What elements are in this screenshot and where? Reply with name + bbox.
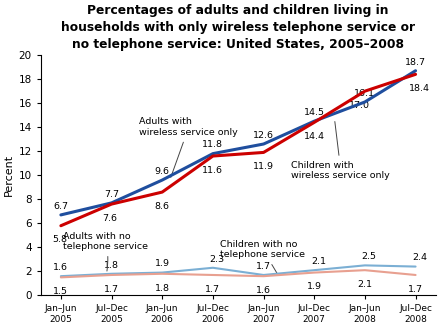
Title: Percentages of adults and children living in
households with only wireless telep: Percentages of adults and children livin… xyxy=(61,4,415,51)
Text: 7.7: 7.7 xyxy=(104,190,119,199)
Y-axis label: Percent: Percent xyxy=(4,154,14,196)
Text: 2.1: 2.1 xyxy=(357,280,372,289)
Text: 7.6: 7.6 xyxy=(103,214,117,223)
Text: 2.4: 2.4 xyxy=(412,254,427,262)
Text: 2.3: 2.3 xyxy=(209,255,224,264)
Text: 1.9: 1.9 xyxy=(307,282,322,291)
Text: 11.6: 11.6 xyxy=(202,166,224,175)
Text: 14.5: 14.5 xyxy=(304,108,325,117)
Text: 14.4: 14.4 xyxy=(304,132,325,141)
Text: 1.9: 1.9 xyxy=(155,259,170,268)
Text: 5.8: 5.8 xyxy=(52,236,67,244)
Text: Adults with no
telephone service: Adults with no telephone service xyxy=(63,232,148,271)
Text: 1.8: 1.8 xyxy=(104,261,119,270)
Text: Children with no
telephone service: Children with no telephone service xyxy=(220,240,305,274)
Text: 11.8: 11.8 xyxy=(202,140,224,150)
Text: 1.6: 1.6 xyxy=(53,263,68,272)
Text: 1.7: 1.7 xyxy=(408,285,423,294)
Text: 2.1: 2.1 xyxy=(311,257,326,266)
Text: 16.1: 16.1 xyxy=(354,89,375,98)
Text: 17.0: 17.0 xyxy=(349,101,370,110)
Text: 18.4: 18.4 xyxy=(409,84,430,93)
Text: 12.6: 12.6 xyxy=(253,131,274,140)
Text: 9.6: 9.6 xyxy=(155,167,170,176)
Text: 1.8: 1.8 xyxy=(155,283,170,293)
Text: 1.5: 1.5 xyxy=(53,287,68,296)
Text: 1.7: 1.7 xyxy=(205,285,220,294)
Text: 1.7: 1.7 xyxy=(256,262,271,271)
Text: 1.7: 1.7 xyxy=(104,285,119,294)
Text: Adults with
wireless service only: Adults with wireless service only xyxy=(139,117,238,177)
Text: 2.5: 2.5 xyxy=(362,252,377,261)
Text: Children with
wireless service only: Children with wireless service only xyxy=(291,122,390,180)
Text: 18.7: 18.7 xyxy=(405,57,426,67)
Text: 1.6: 1.6 xyxy=(256,286,271,295)
Text: 6.7: 6.7 xyxy=(53,202,68,211)
Text: 8.6: 8.6 xyxy=(155,202,170,211)
Text: 11.9: 11.9 xyxy=(253,162,274,171)
